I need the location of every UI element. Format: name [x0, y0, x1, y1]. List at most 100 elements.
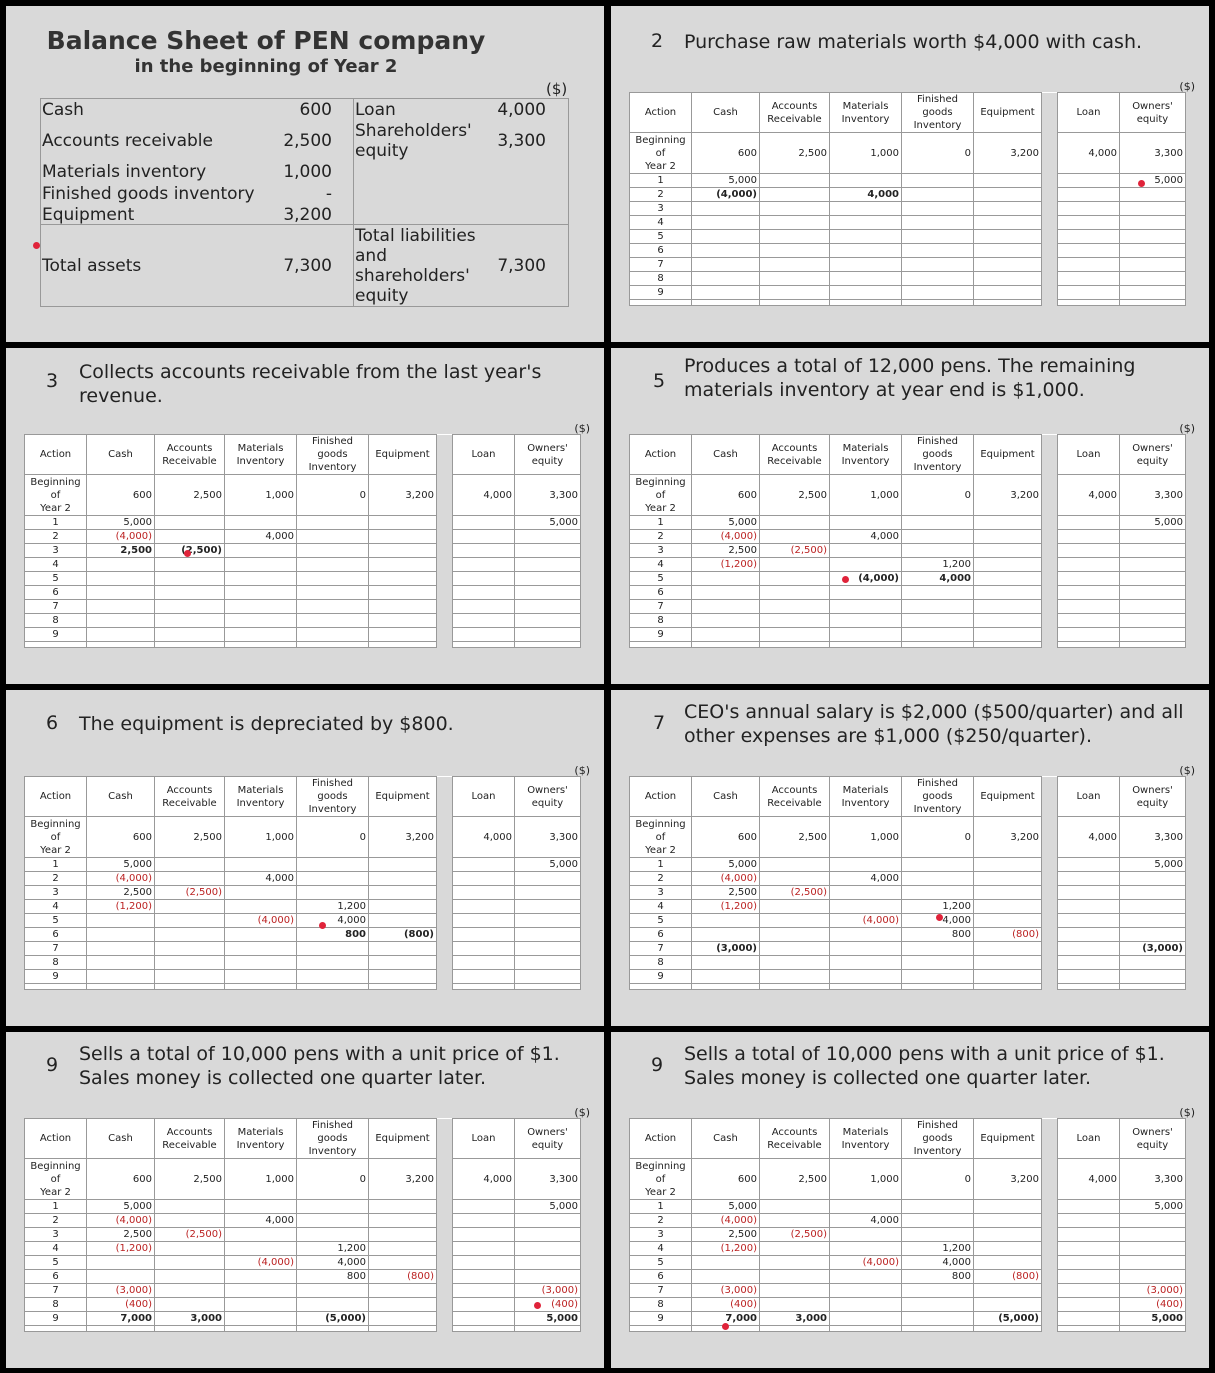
column-header: Finished goods Inventory — [296, 434, 369, 475]
column-gap — [436, 613, 453, 628]
table-cell: 800 — [296, 1269, 369, 1284]
table-cell — [759, 173, 830, 188]
table-cell — [1057, 571, 1120, 586]
table-cell — [24, 1325, 87, 1332]
table-cell — [1119, 257, 1186, 272]
table-cell: 3,200 — [973, 474, 1042, 516]
table-cell — [1057, 871, 1120, 886]
column-header: Owners' equity — [514, 434, 581, 475]
row-label: 3 — [629, 201, 692, 216]
table-cell — [829, 201, 902, 216]
unit-label: ($) — [574, 1106, 590, 1119]
table-cell — [224, 955, 297, 970]
table-cell — [1119, 557, 1186, 572]
table-cell — [368, 599, 437, 614]
column-gap — [1041, 913, 1058, 928]
table-cell — [973, 1227, 1042, 1242]
column-header: Action — [24, 776, 87, 817]
table-cell — [224, 557, 297, 572]
table-cell: (800) — [973, 927, 1042, 942]
table-cell — [86, 585, 155, 600]
table-cell — [901, 941, 974, 956]
table-cell — [901, 1283, 974, 1298]
column-gap — [1041, 271, 1058, 286]
table-cell: 600 — [691, 1158, 760, 1200]
column-header: Materials Inventory — [829, 1118, 902, 1159]
table-cell: 4,000 — [1057, 132, 1120, 174]
column-header: Equipment — [973, 1118, 1042, 1159]
row-label: 6 — [629, 243, 692, 258]
table-cell — [86, 571, 155, 586]
table-cell — [368, 613, 437, 628]
table-cell — [829, 927, 902, 942]
table-cell — [296, 599, 369, 614]
table-cell — [829, 1297, 902, 1312]
table-cell — [629, 983, 692, 990]
table-header-row: Action Cash Accounts Receivable Materials I… — [629, 92, 1186, 133]
table-cell — [224, 927, 297, 942]
table-header-row: Action Cash Accounts Receivable Materials I… — [629, 1118, 1186, 1159]
table-cell: 2,500 — [86, 543, 155, 558]
table-cell: (1,200) — [86, 899, 155, 914]
row-label: 2 — [629, 529, 692, 544]
step-description: Sells a total of 10,000 pens with a unit… — [684, 1043, 1165, 1089]
table-cell — [452, 1227, 515, 1242]
row-label: 7 — [24, 1283, 87, 1298]
column-header: Action — [24, 1118, 87, 1159]
table-cell — [759, 1269, 830, 1284]
table-cell — [901, 983, 974, 990]
column-gap — [1041, 257, 1058, 272]
table-row: 1 5,000 5,000 — [629, 515, 1186, 530]
column-gap — [436, 1199, 453, 1214]
column-gap — [436, 1227, 453, 1242]
table-cell — [224, 1199, 297, 1214]
table-cell — [224, 1311, 297, 1326]
table-cell — [154, 1241, 225, 1256]
column-gap — [436, 599, 453, 614]
row-label: 6 — [24, 1269, 87, 1284]
column-gap — [1041, 899, 1058, 914]
step-panel: 7 CEO's annual salary is $2,000 ($500/qu… — [611, 690, 1209, 1026]
table-cell — [368, 557, 437, 572]
table-cell — [901, 229, 974, 244]
table-cell — [452, 515, 515, 530]
table-cell — [691, 1255, 760, 1270]
table-cell — [224, 515, 297, 530]
step-description: Collects accounts receivable from the la… — [79, 361, 542, 407]
column-header: Equipment — [368, 776, 437, 817]
table-cell — [691, 299, 760, 306]
table-cell: 2,500 — [691, 1227, 760, 1242]
table-cell: (4,000) — [691, 1213, 760, 1228]
column-gap — [1041, 1241, 1058, 1256]
table-cell — [1057, 1283, 1120, 1298]
table-cell — [973, 529, 1042, 544]
table-cell — [901, 627, 974, 642]
table-cell — [368, 571, 437, 586]
table-cell — [154, 1325, 225, 1332]
column-header: Materials Inventory — [224, 1118, 297, 1159]
table-cell — [368, 1255, 437, 1270]
table-cell — [296, 983, 369, 990]
step-number: 9 — [651, 1054, 664, 1076]
row-label: 9 — [24, 627, 87, 642]
table-cell: 2,500 — [759, 816, 830, 858]
table-cell — [691, 613, 760, 628]
row-label: 7 — [24, 941, 87, 956]
table-row: 6 800 (800) — [24, 1269, 581, 1284]
table-cell — [514, 571, 581, 586]
table-cell — [829, 899, 902, 914]
table-cell — [1119, 927, 1186, 942]
table-cell — [452, 599, 515, 614]
table-cell — [691, 571, 760, 586]
row-label: 5 — [629, 913, 692, 928]
column-gap — [436, 913, 453, 928]
row-label: 9 — [24, 969, 87, 984]
table-cell — [973, 515, 1042, 530]
step-number: 6 — [46, 712, 59, 734]
table-cell — [1119, 955, 1186, 970]
liability-label: Shareholders' equity — [355, 121, 472, 161]
table-cell — [368, 1297, 437, 1312]
table-cell — [368, 983, 437, 990]
table-cell — [1057, 557, 1120, 572]
table-row: 9 7,000 3,000 (5,000) 5,000 — [24, 1311, 581, 1326]
